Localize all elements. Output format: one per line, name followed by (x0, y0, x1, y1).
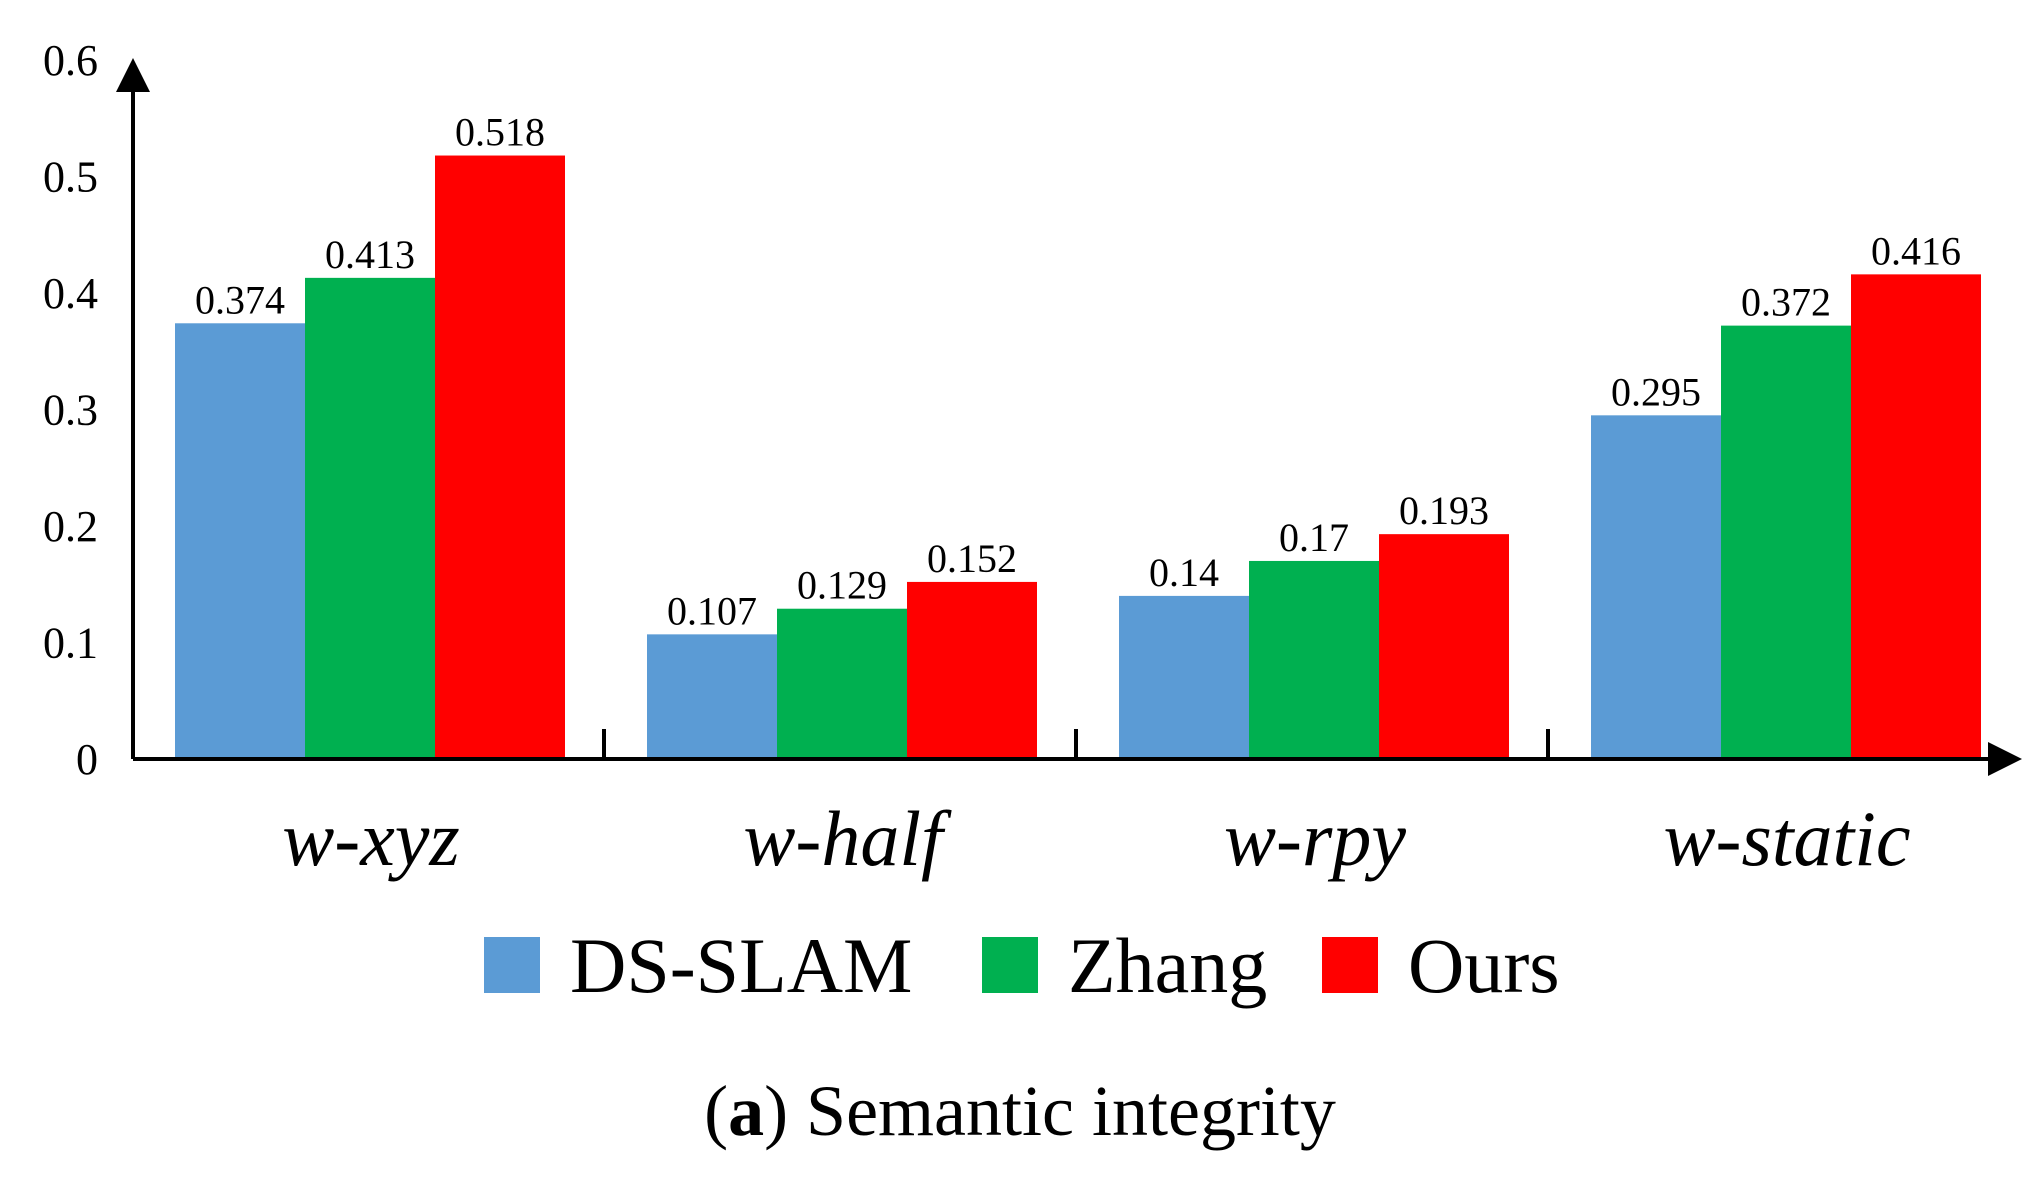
bar-ours-w-half (907, 581, 1037, 759)
category-label: w-rpy (1224, 795, 1406, 882)
data-label: 0.295 (1611, 369, 1701, 414)
data-label: 0.372 (1741, 280, 1831, 325)
category-label: w-static (1664, 795, 1911, 882)
bar-ds-slam-w-xyz (175, 323, 305, 759)
legend-label: DS-SLAM (570, 922, 912, 1009)
data-label: 0.413 (325, 232, 415, 277)
legend-swatch-zhang (982, 937, 1038, 993)
bar-ds-slam-w-half (647, 634, 777, 759)
bars (175, 155, 1981, 759)
data-label: 0.14 (1149, 550, 1219, 595)
axes (116, 58, 2022, 776)
y-tick-label: 0.5 (43, 153, 98, 202)
bar-ours-w-static (1851, 274, 1981, 759)
y-tick-label: 0.4 (43, 269, 98, 318)
bar-ds-slam-w-static (1591, 415, 1721, 759)
caption-open-paren: ( (704, 1071, 728, 1151)
data-label: 0.17 (1279, 515, 1349, 560)
data-label: 0.518 (455, 110, 545, 155)
data-labels: 0.374 0.413 0.518 0.107 0.129 0.152 0.14 0.17 0.… (195, 110, 1961, 634)
x-axis-arrow-icon (1988, 742, 2022, 776)
y-axis-arrow-icon (116, 58, 150, 92)
data-label: 0.152 (927, 536, 1017, 581)
figure-caption: (a) Semantic integrity (704, 1071, 1336, 1151)
legend-label: Ours (1408, 922, 1560, 1009)
bar-ds-slam-w-rpy (1119, 595, 1249, 759)
legend-label: Zhang (1068, 922, 1267, 1009)
data-label: 0.416 (1871, 228, 1961, 273)
legend-swatch-ds-slam (484, 937, 540, 993)
data-label: 0.129 (797, 563, 887, 608)
legend-swatch-ours (1322, 937, 1378, 993)
legend: DS-SLAM Zhang Ours (484, 922, 1560, 1009)
caption-text: Semantic integrity (788, 1071, 1336, 1151)
category-labels: w-xyz w-half w-rpy w-static (282, 795, 1910, 882)
y-tick-label: 0.6 (43, 36, 98, 85)
caption-close-paren: ) (764, 1071, 788, 1151)
category-label: w-xyz (282, 795, 460, 882)
bar-zhang-w-static (1721, 325, 1851, 759)
y-tick-label: 0.3 (43, 386, 98, 435)
bar-zhang-w-rpy (1249, 560, 1379, 759)
y-tick-label: 0 (76, 735, 98, 784)
data-label: 0.107 (667, 588, 757, 633)
y-tick-label: 0.1 (43, 619, 98, 668)
bar-zhang-w-half (777, 608, 907, 759)
bar-ours-w-rpy (1379, 534, 1509, 759)
y-tick-label: 0.2 (43, 502, 98, 551)
y-tick-labels: 0 0.1 0.2 0.3 0.4 0.5 0.6 (43, 36, 98, 784)
caption-letter: a (728, 1071, 764, 1151)
data-label: 0.193 (1399, 488, 1489, 533)
data-label: 0.374 (195, 277, 285, 322)
category-label: w-half (743, 795, 952, 882)
bar-ours-w-xyz (435, 155, 565, 759)
bar-zhang-w-xyz (305, 277, 435, 759)
